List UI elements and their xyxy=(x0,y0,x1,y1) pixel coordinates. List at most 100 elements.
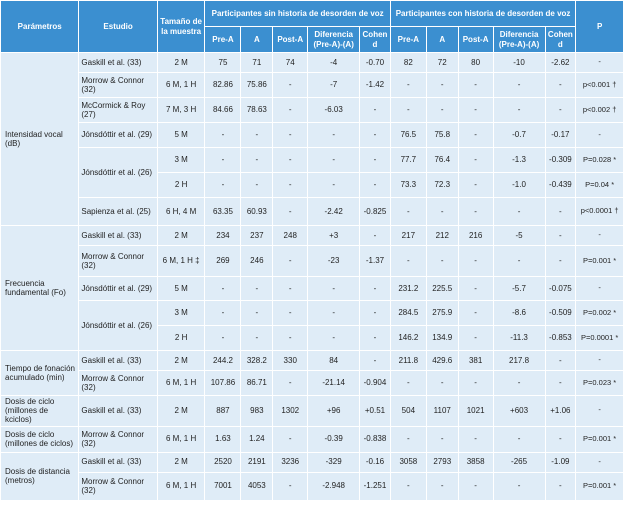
value-cell: -1.09 xyxy=(544,451,577,473)
value-cell: 429.6 xyxy=(425,350,459,371)
value-cell: +96 xyxy=(307,395,361,427)
value-cell: - xyxy=(425,72,459,98)
value-cell: -0.7 xyxy=(492,122,546,148)
value-cell: - xyxy=(272,147,309,173)
value-cell: - xyxy=(389,245,427,277)
value-cell: -11.3 xyxy=(492,325,546,351)
study-cell: Jónsdóttir et al. (29) xyxy=(78,276,158,301)
p-cell: p<0.002 † xyxy=(575,97,624,123)
value-cell: - xyxy=(272,197,309,226)
value-cell: 1107 xyxy=(425,395,459,427)
value-cell: 2793 xyxy=(425,451,459,473)
value-cell: - xyxy=(425,471,459,501)
value-cell: 84 xyxy=(307,350,361,371)
table-row: Morrow & Connor (32) 6 M, 1 H 107.86 86.7… xyxy=(1,370,624,396)
value-cell: - xyxy=(389,97,427,123)
value-cell: - xyxy=(307,122,361,148)
value-cell: 75.86 xyxy=(240,72,274,98)
study-cell: Gaskill et al. (33) xyxy=(78,451,158,473)
value-cell: -1.42 xyxy=(359,72,391,98)
value-cell: - xyxy=(389,370,427,396)
sample-cell: 2 H xyxy=(156,172,206,198)
value-cell: - xyxy=(204,300,242,326)
table-row: Intensidad vocal (dB) Gaskill et al. (33… xyxy=(0,52,624,226)
value-cell: - xyxy=(359,97,391,123)
p-cell: - xyxy=(575,225,624,246)
value-cell: - xyxy=(457,325,494,351)
value-cell: -0.39 xyxy=(307,425,361,453)
value-cell: - xyxy=(272,370,309,396)
value-cell: - xyxy=(492,370,546,396)
header-parametros: Parámetros xyxy=(0,0,80,53)
value-cell: 887 xyxy=(204,395,242,427)
p-cell: - xyxy=(575,276,624,301)
value-cell: - xyxy=(240,300,274,326)
value-cell: - xyxy=(492,97,546,123)
value-cell: - xyxy=(204,172,242,198)
value-cell: - xyxy=(389,197,427,226)
table-row: Jónsdóttir et al. (26) 3 M ----- 77.7 76.… xyxy=(1,147,624,198)
sample-cell: 3 M xyxy=(156,147,206,173)
p-cell: P=0.0001 * xyxy=(575,325,624,351)
value-cell: +0.51 xyxy=(359,395,391,427)
value-cell: 76.5 xyxy=(389,122,427,148)
value-cell: - xyxy=(359,300,391,326)
value-cell: 82 xyxy=(389,52,427,73)
value-cell: 72 xyxy=(425,52,459,73)
value-cell: - xyxy=(544,350,577,371)
p-cell: p<0.0001 † xyxy=(575,197,624,226)
value-cell: 244.2 xyxy=(204,350,242,371)
value-cell: 1302 xyxy=(272,395,309,427)
value-cell: 1021 xyxy=(457,395,494,427)
value-cell: -5 xyxy=(492,225,546,246)
sample-cell: 6 M, 1 H xyxy=(156,425,206,453)
value-cell: - xyxy=(240,147,274,173)
header-group-sin: Participantes sin historia de desorden d… xyxy=(204,0,391,27)
header-diferencia: Diferencia (Pre-A)-(A) xyxy=(307,26,361,53)
value-cell: - xyxy=(359,276,391,301)
value-cell: 234 xyxy=(204,225,242,246)
header-diferencia: Diferencia (Pre-A)-(A) xyxy=(492,26,546,53)
value-cell: - xyxy=(457,471,494,501)
value-cell: 3236 xyxy=(272,451,309,473)
p-cell: - xyxy=(575,52,624,73)
p-cell: - xyxy=(575,451,624,473)
value-cell: - xyxy=(307,325,361,351)
header-cohen-d: Cohen d xyxy=(359,26,391,53)
value-cell: 328.2 xyxy=(240,350,274,371)
sample-cell: 2 M xyxy=(156,451,206,473)
value-cell: 2520 xyxy=(204,451,242,473)
value-cell: 82.86 xyxy=(204,72,242,98)
value-cell: - xyxy=(457,300,494,326)
p-cell: P=0.002 * xyxy=(575,300,624,326)
value-cell: - xyxy=(425,97,459,123)
value-cell: - xyxy=(204,325,242,351)
value-cell: 1.63 xyxy=(204,425,242,453)
value-cell: 86.71 xyxy=(240,370,274,396)
study-cell: Morrow & Connor (32) xyxy=(78,471,158,501)
sample-cell: 2 H xyxy=(156,325,206,351)
value-cell: - xyxy=(425,245,459,277)
value-cell: - xyxy=(457,172,494,198)
value-cell: 2191 xyxy=(240,451,274,473)
study-cell: Sapienza et al. (25) xyxy=(78,197,158,226)
value-cell: -0.853 xyxy=(544,325,577,351)
value-cell: - xyxy=(544,97,577,123)
value-cell: - xyxy=(544,225,577,246)
value-cell: -2.62 xyxy=(544,52,577,73)
value-cell: +3 xyxy=(307,225,361,246)
value-cell: 3058 xyxy=(389,451,427,473)
study-cell: Jónsdóttir et al. (26) xyxy=(78,300,158,351)
value-cell: 77.7 xyxy=(389,147,427,173)
value-cell: -4 xyxy=(307,52,361,73)
sample-cell: 6 M, 1 H xyxy=(156,370,206,396)
value-cell: - xyxy=(240,122,274,148)
param-cell: Intensidad vocal (dB) xyxy=(0,52,80,226)
value-cell: -0.075 xyxy=(544,276,577,301)
param-cell: Dosis de ciclo (millones de ciclos) xyxy=(0,425,80,453)
value-cell: - xyxy=(457,197,494,226)
value-cell: - xyxy=(492,471,546,501)
value-cell: -6.03 xyxy=(307,97,361,123)
sample-cell: 3 M xyxy=(156,300,206,326)
value-cell: - xyxy=(272,122,309,148)
